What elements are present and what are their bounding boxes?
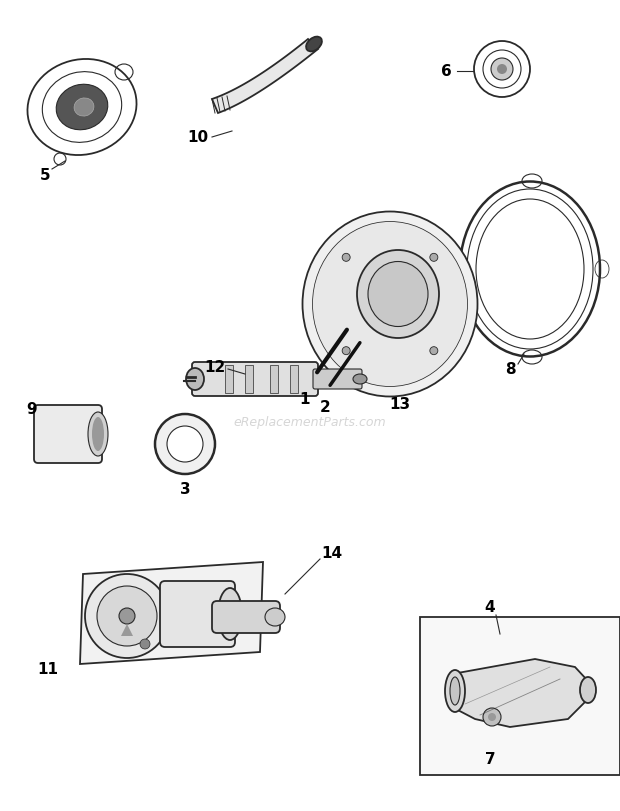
Polygon shape	[212, 40, 318, 114]
Text: eReplacementParts.com: eReplacementParts.com	[234, 415, 386, 428]
Ellipse shape	[450, 677, 460, 705]
FancyBboxPatch shape	[313, 370, 362, 389]
Circle shape	[167, 427, 203, 462]
Text: 3: 3	[180, 482, 190, 497]
Text: 7: 7	[485, 752, 495, 766]
Ellipse shape	[306, 37, 322, 53]
Polygon shape	[80, 562, 263, 664]
Text: 5: 5	[40, 167, 50, 182]
Ellipse shape	[186, 368, 204, 391]
Text: 13: 13	[389, 397, 410, 412]
Ellipse shape	[368, 262, 428, 327]
Bar	[270, 366, 278, 393]
Polygon shape	[121, 624, 133, 636]
Circle shape	[488, 713, 496, 721]
Text: 14: 14	[321, 546, 343, 561]
Circle shape	[155, 414, 215, 474]
Ellipse shape	[303, 212, 477, 397]
FancyBboxPatch shape	[212, 601, 280, 633]
Circle shape	[430, 254, 438, 262]
Circle shape	[491, 59, 513, 81]
Text: 6: 6	[441, 64, 451, 79]
Bar	[290, 366, 298, 393]
Ellipse shape	[74, 99, 94, 117]
Circle shape	[342, 254, 350, 262]
FancyBboxPatch shape	[192, 363, 318, 397]
Text: 9: 9	[27, 402, 37, 417]
Ellipse shape	[56, 85, 108, 131]
Ellipse shape	[92, 418, 104, 452]
FancyBboxPatch shape	[160, 581, 235, 647]
Bar	[245, 366, 253, 393]
Circle shape	[97, 586, 157, 646]
Circle shape	[430, 347, 438, 355]
Text: 10: 10	[187, 131, 208, 145]
FancyBboxPatch shape	[34, 406, 102, 463]
Text: 11: 11	[37, 662, 58, 676]
Ellipse shape	[580, 677, 596, 703]
Ellipse shape	[357, 251, 439, 338]
Circle shape	[483, 708, 501, 726]
Bar	[225, 366, 233, 393]
Circle shape	[497, 65, 507, 75]
Circle shape	[140, 639, 150, 649]
Circle shape	[85, 574, 169, 659]
Ellipse shape	[445, 670, 465, 712]
Ellipse shape	[88, 413, 108, 457]
Text: 2: 2	[320, 400, 330, 415]
Circle shape	[342, 347, 350, 355]
Bar	[420, 617, 620, 775]
Text: 8: 8	[505, 362, 515, 377]
Polygon shape	[452, 659, 588, 727]
Text: 1: 1	[299, 392, 310, 407]
Circle shape	[119, 608, 135, 624]
Ellipse shape	[353, 375, 367, 384]
Text: 4: 4	[485, 600, 495, 615]
Ellipse shape	[312, 222, 467, 387]
Ellipse shape	[218, 588, 242, 640]
Ellipse shape	[265, 608, 285, 626]
Text: 12: 12	[205, 360, 226, 375]
